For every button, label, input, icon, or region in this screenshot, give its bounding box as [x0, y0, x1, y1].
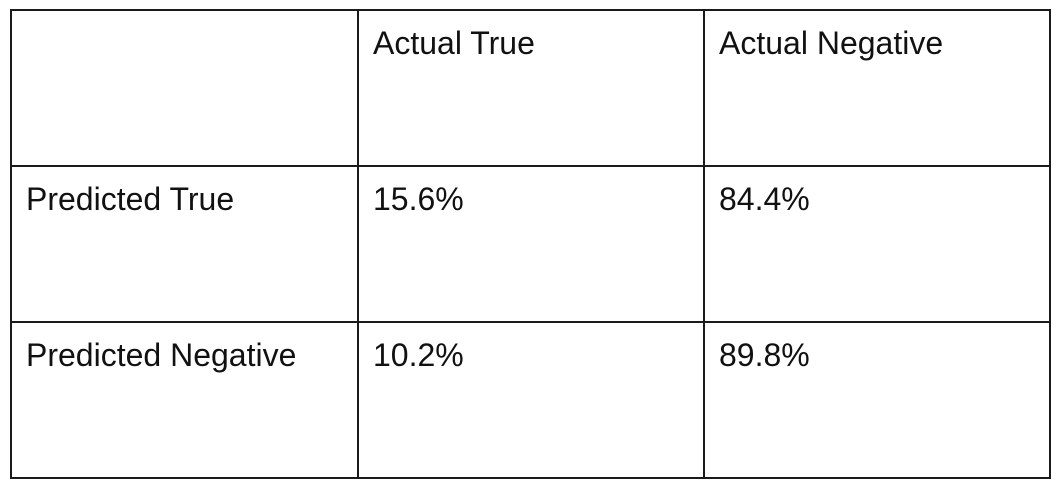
header-row: Actual True Actual Negative: [10, 9, 1051, 167]
confusion-table-container: Actual True Actual Negative Predicted Tr…: [10, 9, 1051, 479]
cell-predicted-negative-actual-true: 10.2%: [357, 321, 705, 479]
table-row: Predicted Negative 10.2% 89.8%: [10, 321, 1051, 479]
corner-cell: [10, 9, 359, 167]
cell-predicted-true-actual-negative: 84.4%: [703, 165, 1051, 323]
column-header-actual-negative: Actual Negative: [703, 9, 1051, 167]
cell-predicted-negative-actual-negative: 89.8%: [703, 321, 1051, 479]
row-header-predicted-negative: Predicted Negative: [10, 321, 359, 479]
confusion-table: Actual True Actual Negative Predicted Tr…: [10, 9, 1051, 479]
cell-predicted-true-actual-true: 15.6%: [357, 165, 705, 323]
column-header-actual-true: Actual True: [357, 9, 705, 167]
table-row: Predicted True 15.6% 84.4%: [10, 165, 1051, 323]
row-header-predicted-true: Predicted True: [10, 165, 359, 323]
